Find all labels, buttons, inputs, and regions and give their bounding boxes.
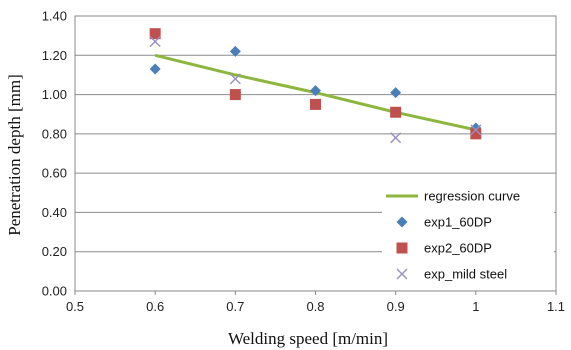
exp2-60dp-point: [470, 128, 482, 140]
exp1-60dp-point: [310, 85, 321, 97]
y-tick-label: 1.40: [42, 9, 67, 24]
exp2-60dp-point: [229, 89, 241, 101]
exp1-60dp-point: [390, 87, 402, 99]
y-tick-label: 1.00: [42, 87, 67, 102]
exp-mild-steel-point-stroke: [390, 132, 402, 144]
exp-mild-steel-point: [390, 132, 402, 144]
legend-swatch-exp2-60dp: [396, 242, 408, 254]
y-axis-title: Penetration depth [mm]: [5, 74, 24, 235]
legend-label-exp1-60dp: exp1_60DP: [424, 215, 492, 230]
exp-mild-steel-point-stroke: [149, 36, 161, 48]
exp-mild-steel-point-stroke: [470, 124, 482, 136]
legend-background: [382, 181, 554, 287]
exp-mild-steel-point-stroke: [229, 73, 241, 85]
y-tick-label: 0.20: [42, 244, 67, 259]
legend-swatch-exp-mild-steel: [396, 268, 408, 280]
exp2-60dp-point: [390, 106, 402, 118]
x-tick-label: 1: [472, 299, 479, 314]
x-tick-label: 0.7: [226, 299, 244, 314]
x-axis-title: Welding speed [m/min]: [228, 329, 388, 348]
y-axis-ticks: 0.00 0.20 0.40 0.60 0.80 1.00 1.20 1.40: [42, 9, 67, 299]
y-tick-label: 0.80: [42, 126, 67, 141]
y-tick-label: 1.20: [42, 48, 67, 63]
exp-mild-steel-point: [470, 124, 482, 136]
x-tick-label: 0.6: [146, 299, 164, 314]
legend: regression curve exp1_60DP exp2_60DP exp_mi…: [382, 181, 554, 287]
legend-label-exp-mild-steel: exp_mild steel: [424, 267, 507, 282]
y-tick-label: 0.40: [42, 205, 67, 220]
data-marks: [149, 28, 482, 144]
x-tick-label: 0.8: [306, 299, 324, 314]
x-tick-label: 0.9: [387, 299, 405, 314]
exp2-60dp-point: [310, 98, 321, 110]
exp-mild-steel-point: [229, 73, 241, 85]
x-axis-ticks: 0.5 0.6 0.7 0.8 0.9 1 1.1: [66, 291, 565, 314]
x-tick-label: 1.1: [547, 299, 565, 314]
exp2-60dp-point: [149, 28, 161, 40]
legend-swatch-exp1-60dp: [396, 216, 408, 228]
x-tick-label: 0.5: [66, 299, 84, 314]
exp-mild-steel-point: [149, 36, 161, 48]
legend-label-exp2-60dp: exp2_60DP: [424, 241, 492, 256]
legend-swatch-exp-mild-steel-stroke: [396, 268, 408, 280]
exp1-60dp-point: [229, 45, 241, 57]
exp1-60dp-point: [149, 63, 161, 75]
y-tick-label: 0.60: [42, 166, 67, 181]
y-tick-label: 0.00: [42, 284, 67, 299]
legend-label-regression-curve: regression curve: [424, 189, 520, 204]
